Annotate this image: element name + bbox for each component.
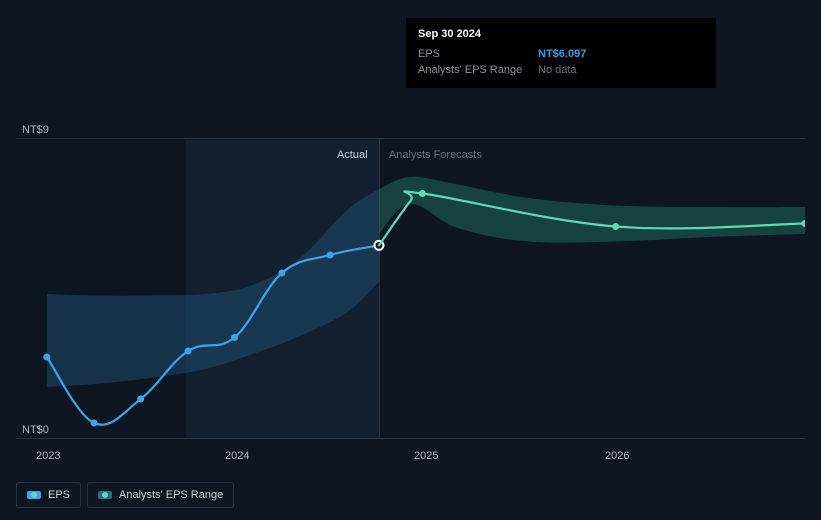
x-axis-label: 2026: [605, 450, 629, 462]
x-axis-label: 2025: [414, 450, 438, 462]
chart-svg: [16, 125, 805, 440]
chart-legend: EPS Analysts' EPS Range: [16, 482, 234, 508]
tooltip-value: NT$6.097: [538, 48, 586, 60]
tooltip-row-eps: EPS NT$6.097: [418, 46, 704, 62]
x-axis-label: 2023: [36, 450, 60, 462]
chart-area[interactable]: [16, 125, 805, 440]
legend-swatch-icon: [98, 491, 112, 499]
x-axis-label: 2024: [225, 450, 249, 462]
section-label-actual: Actual: [337, 149, 368, 161]
legend-item-range[interactable]: Analysts' EPS Range: [87, 482, 234, 508]
legend-label: EPS: [48, 489, 70, 501]
tooltip-label: Analysts' EPS Range: [418, 64, 538, 76]
legend-label: Analysts' EPS Range: [119, 489, 223, 501]
tooltip-row-range: Analysts' EPS Range No data: [418, 62, 704, 78]
tooltip-date: Sep 30 2024: [418, 28, 704, 40]
chart-tooltip: Sep 30 2024 EPS NT$6.097 Analysts' EPS R…: [406, 18, 716, 88]
tooltip-value: No data: [538, 64, 577, 76]
section-label-forecast: Analysts Forecasts: [389, 149, 482, 161]
legend-item-eps[interactable]: EPS: [16, 482, 81, 508]
legend-swatch-icon: [27, 491, 41, 499]
tooltip-label: EPS: [418, 48, 538, 60]
